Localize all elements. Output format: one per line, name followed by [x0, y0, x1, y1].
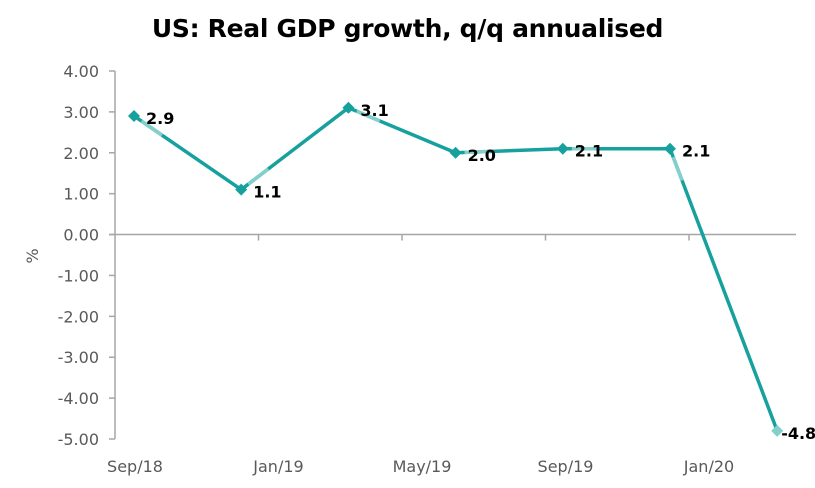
series-highlight	[356, 109, 381, 123]
y-tick-label: -1.00	[58, 266, 99, 285]
y-tick-label: -4.00	[58, 389, 99, 408]
x-tick-label: Jan/19	[252, 457, 303, 476]
y-axis: 4.00 3.00 2.00 1.00 0.00 -1.00 -2.00 -3.00 -4.00…	[58, 62, 116, 449]
series-highlight	[247, 167, 270, 186]
y-axis-title: %	[23, 248, 42, 263]
data-label: 3.1	[360, 101, 388, 120]
x-tick-label: Sep/18	[107, 457, 163, 476]
data-point-marker	[664, 142, 676, 155]
data-label: 2.1	[575, 142, 603, 161]
data-point-marker	[449, 146, 462, 159]
data-label: -4.8	[781, 424, 815, 443]
x-tick-label: May/19	[393, 457, 452, 476]
y-tick-label: 1.00	[63, 185, 99, 204]
data-label: 2.1	[682, 142, 710, 161]
data-point-marker	[235, 183, 248, 196]
x-axis: Sep/18 Jan/19 May/19 Sep/19 Jan/20	[107, 233, 796, 476]
series-gdp-growth	[128, 101, 784, 437]
series-highlight	[464, 149, 490, 155]
y-tick-label: 4.00	[63, 62, 99, 81]
data-label: 2.0	[468, 146, 496, 165]
data-point-marker	[342, 101, 355, 114]
y-tick-label: -5.00	[58, 430, 99, 449]
x-tick-label: Jan/20	[683, 457, 734, 476]
series-highlight	[140, 119, 164, 137]
y-tick-label: 2.00	[63, 144, 99, 163]
y-tick-label: -3.00	[58, 348, 99, 367]
y-tick-label: -2.00	[58, 307, 99, 326]
data-labels: 2.9 1.1 3.1 2.0 2.1 2.1 -4.8	[146, 101, 815, 443]
y-tick-label: 3.00	[63, 103, 99, 122]
y-tick-label: 0.00	[63, 226, 99, 245]
x-tick-label: Sep/19	[538, 457, 594, 476]
data-point-marker	[771, 424, 784, 437]
data-point-marker	[128, 109, 140, 122]
data-label: 2.9	[146, 109, 174, 128]
data-label: 1.1	[253, 183, 281, 202]
chart-title: US: Real GDP growth, q/q annualised	[151, 14, 664, 43]
series-highlight	[671, 156, 684, 182]
data-point-marker	[556, 142, 569, 155]
